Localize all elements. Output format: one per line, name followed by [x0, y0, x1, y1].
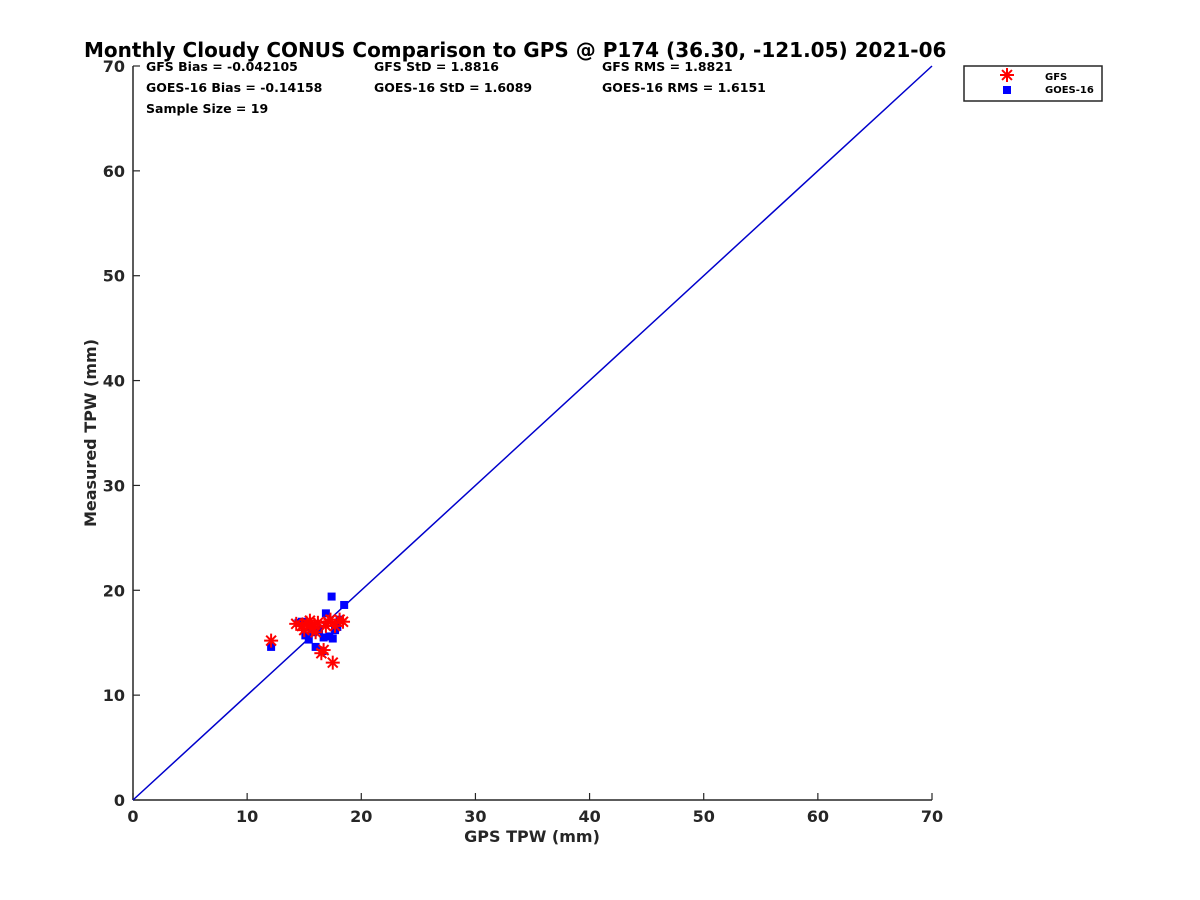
gfs-point	[325, 655, 340, 670]
x-tick-label: 30	[464, 807, 486, 826]
stat-gfs-std: GFS StD = 1.8816	[374, 59, 499, 74]
goes16-point	[340, 600, 349, 609]
goes16-point	[301, 631, 310, 640]
x-ticks: 0 10 20 30 40 50 60 70	[127, 793, 943, 826]
y-tick-label: 20	[103, 581, 125, 600]
x-tick-label: 70	[921, 807, 943, 826]
x-tick-label: 50	[693, 807, 715, 826]
legend-gfs-asterisk-icon	[1000, 68, 1014, 82]
x-axis-label: GPS TPW (mm)	[464, 827, 600, 846]
y-tick-label: 0	[114, 791, 125, 810]
x-tick-label: 40	[578, 807, 600, 826]
stat-goes-bias: GOES-16 Bias = -0.14158	[146, 80, 322, 95]
stat-gfs-rms: GFS RMS = 1.8821	[602, 59, 733, 74]
y-tick-label: 70	[103, 57, 125, 76]
y-tick-label: 60	[103, 162, 125, 181]
legend-gfs-asterisk	[1000, 68, 1014, 82]
x-tick-label: 20	[350, 807, 372, 826]
y-tick-label: 40	[103, 372, 125, 391]
x-tick-label: 60	[807, 807, 829, 826]
legend: GFS GOES-16	[963, 65, 1103, 102]
gfs-point	[323, 612, 338, 627]
legend-goes16-label: GOES-16	[1045, 85, 1094, 96]
gfs-series	[264, 612, 351, 670]
gfs-point	[316, 643, 331, 658]
stat-goes-rms: GOES-16 RMS = 1.6151	[602, 80, 766, 95]
goes16-point	[321, 609, 330, 618]
chart-title: Monthly Cloudy CONUS Comparison to GPS @…	[84, 38, 946, 62]
stat-sample-size: Sample Size = 19	[146, 101, 268, 116]
axes	[132, 66, 932, 801]
y-axis-label: Measured TPW (mm)	[81, 339, 100, 527]
goes16-point	[311, 642, 320, 651]
goes16-point	[319, 633, 328, 642]
one-to-one-line	[132, 65, 933, 801]
y-tick-label: 50	[103, 267, 125, 286]
x-tick-label: 0	[127, 807, 138, 826]
y-tick-label: 30	[103, 476, 125, 495]
stats-block: GFS Bias = -0.042105 GFS StD = 1.8816 GF…	[146, 59, 766, 116]
goes16-point	[327, 592, 336, 601]
y-tick-label: 10	[103, 686, 125, 705]
goes16-point	[304, 635, 313, 644]
legend-gfs-label: GFS	[1045, 72, 1067, 83]
stat-gfs-bias: GFS Bias = -0.042105	[146, 59, 298, 74]
y-ticks: 0 10 20 30 40 50 60 70	[103, 57, 140, 810]
gfs-point	[308, 625, 323, 640]
legend-goes16-square-icon	[1003, 86, 1011, 94]
x-tick-label: 10	[236, 807, 258, 826]
stat-goes-std: GOES-16 StD = 1.6089	[374, 80, 532, 95]
goes16-point	[328, 634, 337, 643]
gfs-point	[297, 623, 312, 638]
gfs-point	[264, 633, 279, 648]
gfs-point	[336, 614, 351, 629]
legend-box	[963, 65, 1103, 102]
